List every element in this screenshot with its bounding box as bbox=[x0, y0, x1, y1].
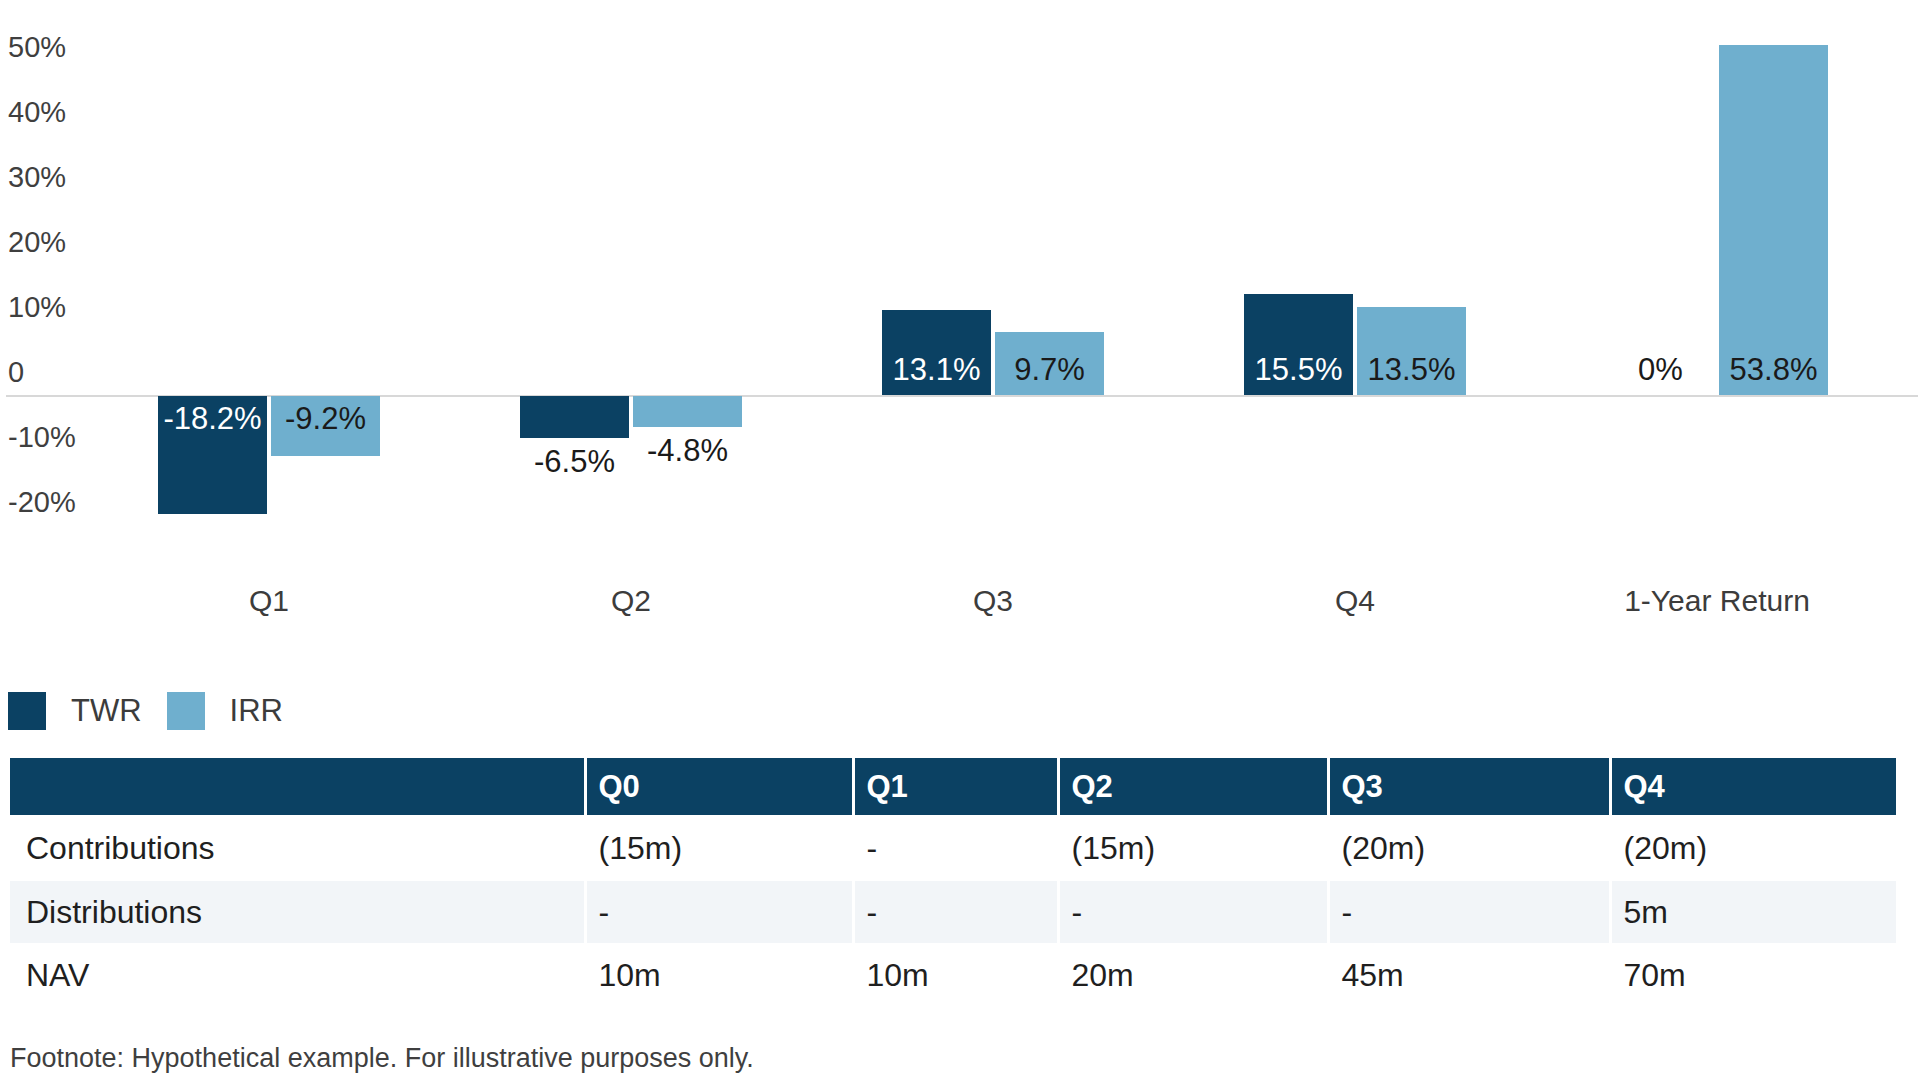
chart-legend: TWR IRR bbox=[8, 692, 308, 730]
table-row-label: Contributions bbox=[10, 815, 585, 881]
table-body: Contributions(15m)-(15m)(20m)(20m)Distri… bbox=[10, 815, 1896, 1008]
table-cell: 20m bbox=[1058, 943, 1328, 1008]
bar-irr-1-year-return bbox=[1719, 45, 1828, 395]
x-axis-label: Q3 bbox=[812, 583, 1174, 619]
bar-value-label: 9.7% bbox=[995, 352, 1104, 388]
bar-value-label: -4.8% bbox=[633, 433, 742, 469]
y-axis-tick-label: 40% bbox=[8, 95, 66, 129]
y-axis-tick-label: 10% bbox=[8, 290, 66, 324]
table-cell: - bbox=[585, 881, 853, 943]
legend-swatch-irr bbox=[167, 692, 205, 730]
bar-value-label: 15.5% bbox=[1244, 352, 1353, 388]
bar-irr-q2 bbox=[633, 396, 742, 427]
table-cell: (15m) bbox=[1058, 815, 1328, 881]
legend-label-irr: IRR bbox=[230, 692, 283, 730]
x-axis-label: Q2 bbox=[450, 583, 812, 619]
table-cell: (20m) bbox=[1610, 815, 1896, 881]
y-axis-tick-label: 50% bbox=[8, 30, 66, 64]
y-axis-tick-label: 30% bbox=[8, 160, 66, 194]
table-cell: (20m) bbox=[1328, 815, 1610, 881]
table-head: Q0Q1Q2Q3Q4 bbox=[10, 758, 1896, 815]
table-cell: - bbox=[853, 881, 1058, 943]
table-header-cell: Q2 bbox=[1058, 758, 1328, 815]
table-cell: 45m bbox=[1328, 943, 1610, 1008]
y-axis-tick-label: -20% bbox=[8, 485, 76, 519]
x-axis-label: Q1 bbox=[88, 583, 450, 619]
y-axis-tick-label: 20% bbox=[8, 225, 66, 259]
table-row: NAV10m10m20m45m70m bbox=[10, 943, 1896, 1008]
legend-swatch-twr bbox=[8, 692, 46, 730]
bar-value-label: 13.1% bbox=[882, 352, 991, 388]
table-row: Contributions(15m)-(15m)(20m)(20m) bbox=[10, 815, 1896, 881]
legend-label-twr: TWR bbox=[71, 692, 142, 730]
x-axis-label: 1-Year Return bbox=[1536, 583, 1898, 619]
table-cell: (15m) bbox=[585, 815, 853, 881]
table-header-row: Q0Q1Q2Q3Q4 bbox=[10, 758, 1896, 815]
table-cell: 10m bbox=[853, 943, 1058, 1008]
bar-value-label: -6.5% bbox=[520, 444, 629, 480]
y-axis-tick-label: 0 bbox=[8, 355, 24, 389]
table-cell: - bbox=[1328, 881, 1610, 943]
footnote: Footnote: Hypothetical example. For illu… bbox=[10, 1043, 754, 1074]
bar-value-label: -18.2% bbox=[158, 401, 267, 437]
table-row: Distributions----5m bbox=[10, 881, 1896, 943]
table-header-cell: Q1 bbox=[853, 758, 1058, 815]
bar-value-label: 0% bbox=[1606, 352, 1715, 388]
table-cell: - bbox=[1058, 881, 1328, 943]
table-cell: - bbox=[853, 815, 1058, 881]
cashflow-table: Q0Q1Q2Q3Q4 Contributions(15m)-(15m)(20m)… bbox=[10, 758, 1896, 1008]
bar-value-label: 53.8% bbox=[1719, 352, 1828, 388]
table-cell: 10m bbox=[585, 943, 853, 1008]
table-header-cell: Q3 bbox=[1328, 758, 1610, 815]
bar-twr-q2 bbox=[520, 396, 629, 438]
y-axis-tick-label: -10% bbox=[8, 420, 76, 454]
table-header-cell bbox=[10, 758, 585, 815]
x-axis-label: Q4 bbox=[1174, 583, 1536, 619]
bar-value-label: 13.5% bbox=[1357, 352, 1466, 388]
table-cell: 70m bbox=[1610, 943, 1896, 1008]
table-header-cell: Q0 bbox=[585, 758, 853, 815]
table-cell: 5m bbox=[1610, 881, 1896, 943]
table-row-label: Distributions bbox=[10, 881, 585, 943]
bar-value-label: -9.2% bbox=[271, 401, 380, 437]
table-header-cell: Q4 bbox=[1610, 758, 1896, 815]
table-row-label: NAV bbox=[10, 943, 585, 1008]
